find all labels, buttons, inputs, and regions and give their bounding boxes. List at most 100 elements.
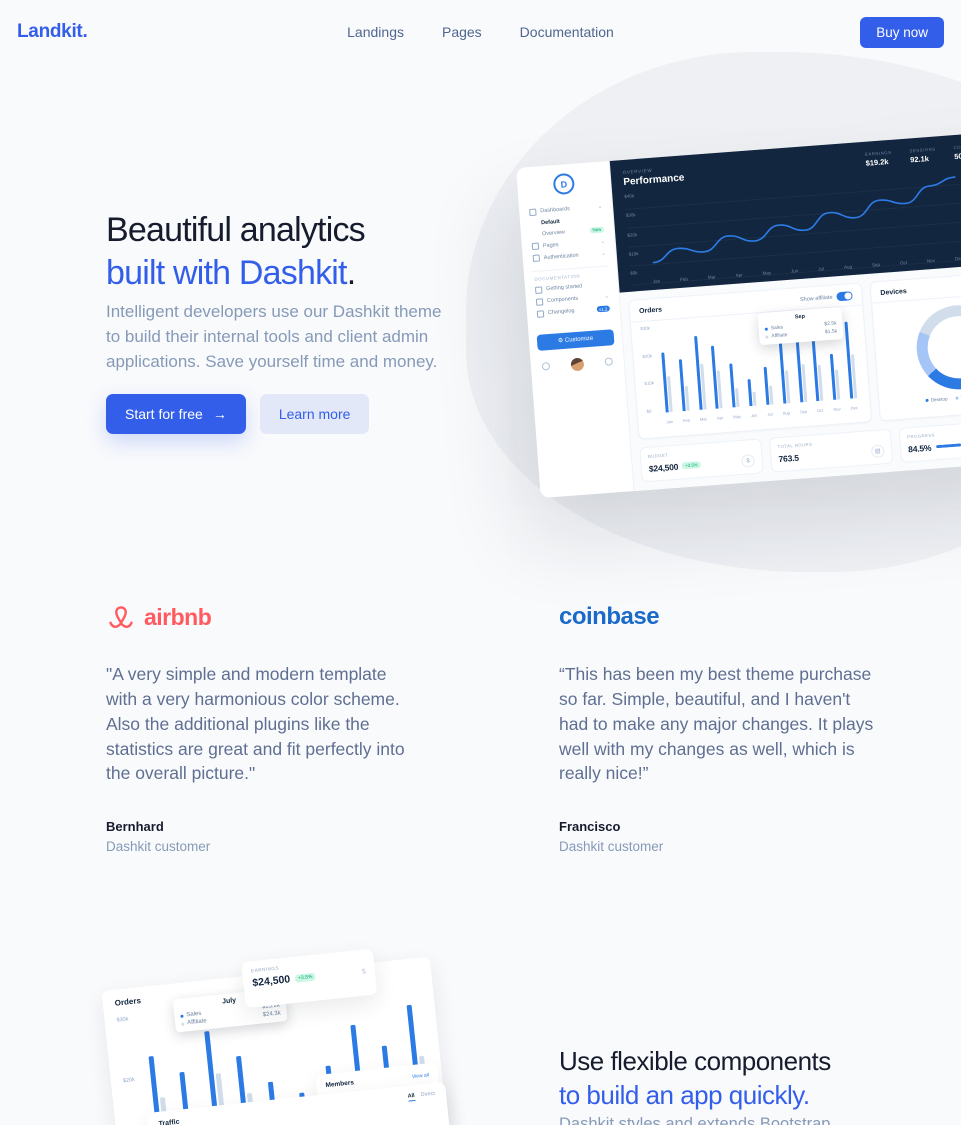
testimonial-airbnb: airbnb "A very simple and modern templat… [106,600,526,855]
month-label: Jul [818,266,825,272]
home-icon [529,208,537,216]
arrow-right-icon: → [212,406,227,422]
month-label: Jun [750,412,758,419]
month-label: Apr [716,415,724,421]
testimonial-coinbase: coinbase “This has been my best theme pu… [559,600,961,854]
y-axis-label: $20k [122,1077,136,1085]
testimonial-role: Dashkit customer [106,839,211,855]
month-label: Dec [954,255,961,262]
start-for-free-button[interactable]: Start for free → [106,394,246,434]
file-icon [531,242,540,251]
toggle-label: Show affiliate [799,294,833,303]
month-label: Jul [767,411,773,417]
nav-link[interactable]: Pages [441,24,482,40]
legend-dot-icon [925,398,929,402]
month-label: Jun [790,268,799,274]
performance-panel: OVERVIEW Performance EARNINGS $19.2k SES… [609,121,961,293]
bell-icon [604,357,614,366]
traffic-tab: Direct [420,1090,436,1099]
y-axis-label: $10k [628,250,639,257]
month-label: Sep [799,408,808,415]
bar-group [710,326,724,409]
dollar-icon: $ [361,967,367,976]
series-dot-icon [180,1014,184,1018]
clipboard-icon: ▤ [870,444,885,459]
y-axis-label: $0k [630,270,638,276]
components-heading: Use flexible components to build an app … [559,1045,831,1110]
legend-item: Tablet [955,394,961,400]
book-icon [534,285,543,294]
affiliate-toggle [836,291,853,302]
stat-badge: +3.5% [681,460,701,470]
landkit-logo[interactable]: Landkit. [17,21,88,42]
y-axis-label: $30k [625,212,636,219]
month-label: Mar [707,274,716,280]
month-label: Sep [871,261,881,268]
stat-badge: +3.5% [294,972,316,983]
month-label: Nov [833,406,841,412]
orders-card: Orders Show affiliate $30k $20k $10k $0 Jan… [628,282,873,440]
bar-group [145,1017,172,1125]
mockup-sidebar-menu: Dashboards ⌄ Default Overview New Pages ⌄ Authe… [527,201,612,321]
components-description: Dashkit styles and extends Bootstrap [559,1114,831,1125]
chevron-down-icon: ⌄ [601,250,606,257]
y-axis-label: $30k [116,1016,129,1024]
legend-dot-icon [955,396,959,400]
mockup-sidebar-footer [538,355,616,374]
month-label: Dec [850,405,859,411]
airbnb-logo-icon [109,606,133,628]
search-icon [541,362,551,371]
series-dot-icon [181,1022,185,1026]
progress-bar-fill [936,443,961,449]
month-label: Mar [699,416,708,422]
customize-button: ⚙ Customize [536,328,615,351]
performance-line-chart: $40k $30k $20k $10k $0k Jan Feb Mar Apr May Jun Ju… [624,168,961,286]
coinbase-wordmark: coinbase [559,603,660,630]
traffic-tab: All [407,1092,416,1102]
top-navbar: Landkit. Landings Pages Documentation Buy … [0,0,961,64]
nav-link[interactable]: Landings [347,24,404,40]
lock-icon [532,254,541,263]
view-all-link: View all [411,1071,430,1080]
chevron-down-icon: ⌄ [604,293,610,300]
testimonial-name: Francisco [559,819,621,835]
chevron-down-icon: ⌄ [597,203,603,211]
line-chart-svg [652,176,956,264]
bar-group [676,329,690,412]
month-label: May [762,270,772,276]
chevron-down-icon: ⌄ [600,238,605,245]
testimonial-quote: "A very simple and modern template with … [106,664,405,784]
components-screenshot: Orders $30k$20k$10k July Sales$15.2kAffi… [92,929,587,1125]
y-axis-label: $20k [627,231,638,238]
grid-icon [535,298,544,306]
orders-title: Orders [638,306,663,316]
month-label: Jan [666,418,674,425]
month-label: May [733,413,742,420]
sidebar-badge: v1.2 [596,305,611,313]
buy-now-button[interactable]: Buy now [860,16,944,48]
y-axis-label: $30k [640,325,651,332]
header-stat: CONVERSION 50.5% [953,142,961,161]
chart-tooltip: Sep Sales $2.5k Affiliate $1.5k [757,306,844,346]
month-label: Jan [652,278,661,285]
y-axis-label: $0 [646,408,652,414]
testimonial-name: Bernhard [106,819,164,835]
y-axis-label: $40k [624,193,635,199]
bar-group [743,324,757,407]
series-dot-icon [765,335,769,339]
bar-group [693,328,707,410]
y-axis-label: $20k [642,352,653,359]
devices-title: Devices [880,287,908,297]
month-label: Oct [899,259,908,266]
hero-title: Beautiful analytics built with Dashkit. [106,210,366,292]
learn-more-button[interactable]: Learn more [259,394,370,434]
bar-group [660,330,673,413]
month-label: Oct [816,407,824,414]
nav-link[interactable]: Documentation [519,24,614,40]
header-stat: SESSIONS 92.1k [909,146,936,164]
legend-item: Desktop [925,396,948,403]
month-label: Nov [926,257,936,264]
month-label: Aug [782,410,791,416]
